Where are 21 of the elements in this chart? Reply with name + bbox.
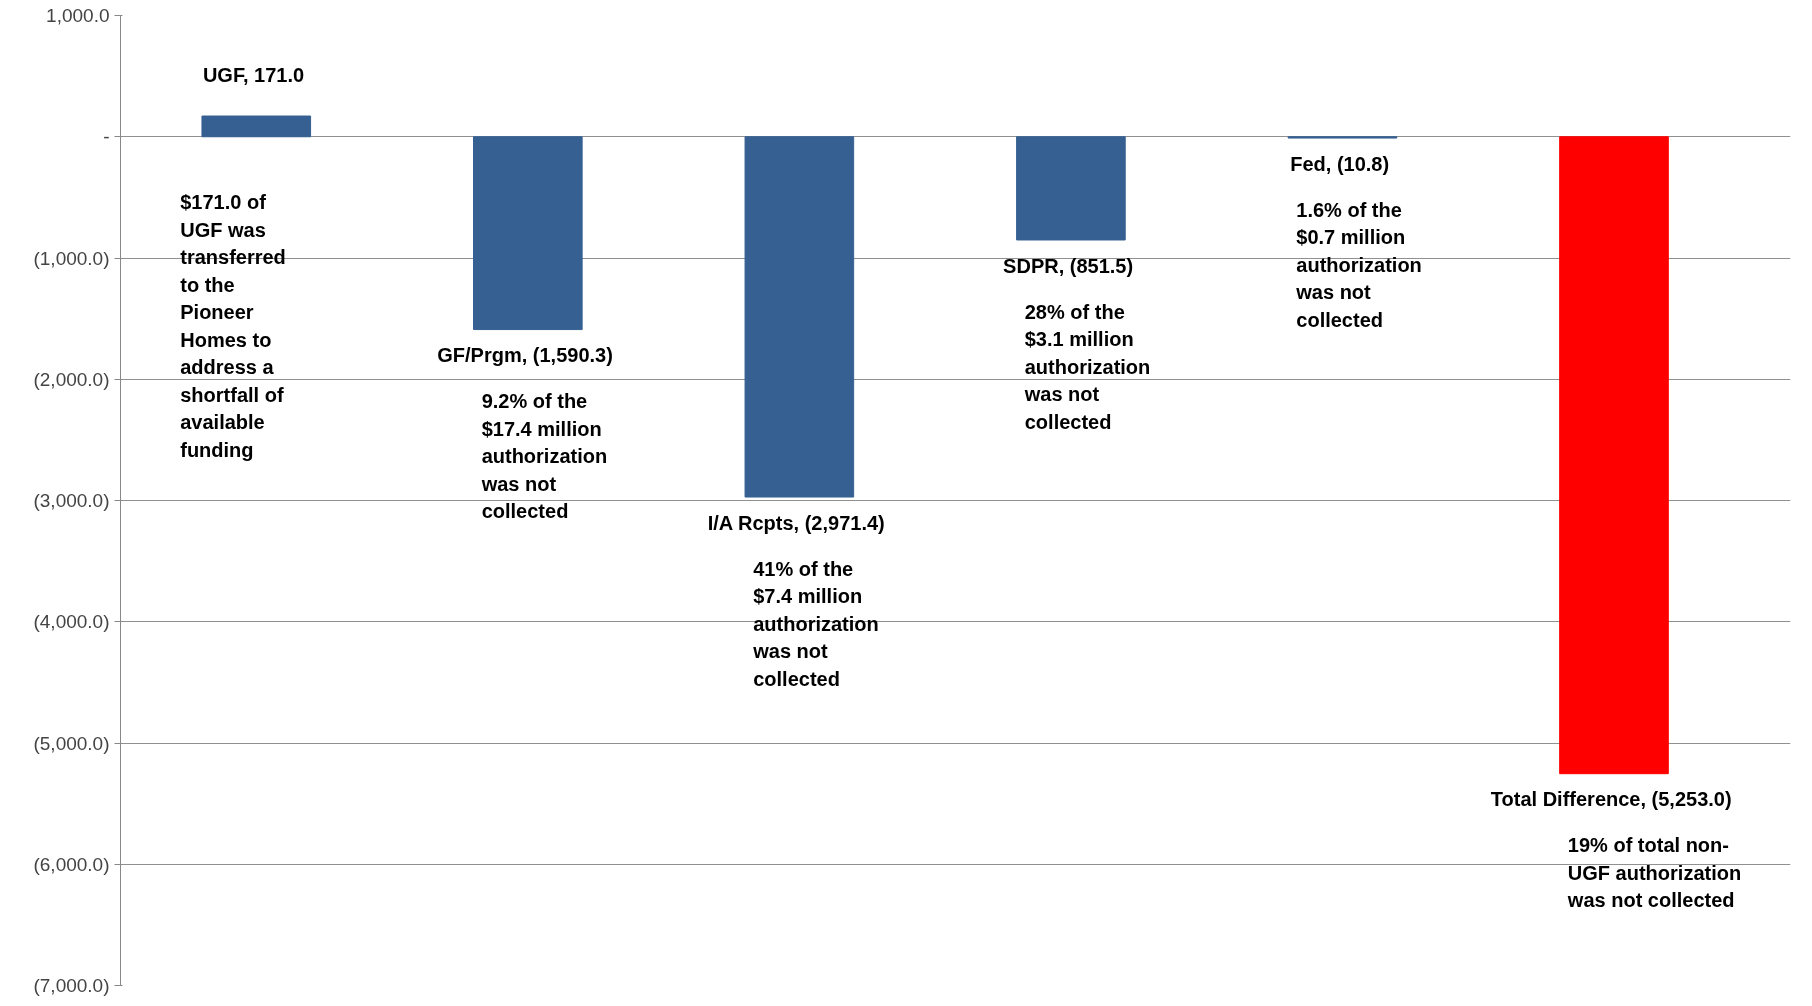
data-label: Total Difference, (5,253.0): [1490, 788, 1732, 811]
annotation: 9.2% of the $17.4 million authorization was not collected: [480, 390, 608, 523]
y-tick-label: (6,000.0): [33, 853, 110, 875]
annotation: 19% of total non- UGF authorization was not collected: [1566, 834, 1742, 912]
data-label: SDPR, (851.5): [1003, 254, 1134, 277]
data-label: Fed, (10.8): [1290, 152, 1390, 175]
y-tick-label: (2,000.0): [33, 368, 110, 390]
y-tick-label: (3,000.0): [33, 490, 110, 511]
y-tick-label: (5,000.0): [33, 732, 110, 754]
annotation: 1.6% of the $0.7 million authorization was not collected: [1295, 198, 1422, 331]
annotation: 28% of the $3.1 million authorization was not collected: [1023, 300, 1151, 433]
data-label: GF/Prgm, (1,590.3): [437, 344, 613, 367]
y-tick-label: (4,000.0): [33, 611, 110, 633]
text: $171.0 of UGF was transferred to the Pioneer Homes to address a shortfall of available funding: [180, 191, 286, 461]
data-label: UGF, 171.0: [202, 63, 305, 86]
data-label: I/A Rcpts, (2,971.4): [707, 511, 885, 534]
y-tick-label: (7,000.0): [33, 975, 110, 996]
y-tick-label: (1,000.0): [33, 247, 110, 269]
y-tick-label: -: [103, 126, 110, 148]
annotation: 41% of the $7.4 million authorization was not collected: [752, 557, 879, 690]
y-tick-label: 1,000.0: [46, 5, 110, 26]
